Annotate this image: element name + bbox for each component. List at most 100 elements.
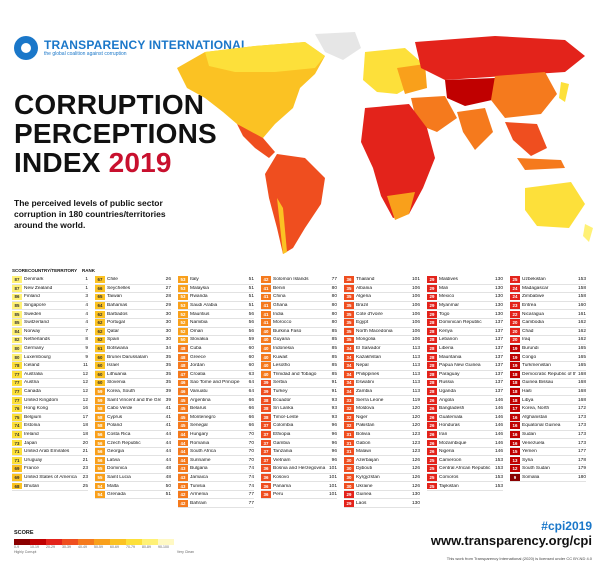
table-row: 37 Gambia 96: [261, 439, 337, 448]
country-cell: Norway: [24, 328, 41, 334]
score-cell: 30: [344, 482, 354, 490]
score-cell: 75: [12, 413, 22, 421]
table-row: 31 Gabon 123: [344, 439, 420, 448]
score-cell: 56: [95, 439, 105, 447]
country-cell: Belarus: [190, 406, 207, 412]
country-cell: Equatorial Guinea: [522, 423, 561, 429]
rank-cell: 70: [248, 440, 254, 446]
table-row: 16 Equatorial Guinea 173: [510, 422, 586, 431]
rank-cell: 66: [248, 423, 254, 429]
rank-cell: 74: [248, 474, 254, 480]
country-cell: Japan: [24, 440, 38, 446]
score-cell: 36: [261, 474, 271, 481]
score-cell: 24: [510, 293, 520, 301]
score-cell: 29: [427, 293, 437, 301]
country-cell: Dominican Republic: [439, 320, 482, 326]
table-row: 32 Pakistan 120: [344, 422, 420, 431]
table-row: 12 South Sudan 179: [510, 465, 586, 474]
rank-cell: 44: [165, 431, 171, 437]
table-row: 25 Tajikistan 153: [427, 482, 503, 491]
map-south-asia: [457, 108, 493, 150]
table-row: 53 Italy 51: [178, 276, 254, 285]
map-canada: [205, 42, 325, 72]
score-cell: 30: [344, 465, 354, 473]
country-cell: United States of America: [24, 474, 77, 480]
score-cell: 54: [95, 491, 105, 499]
score-cell: 34: [344, 345, 354, 352]
country-cell: Eswatini: [356, 380, 374, 386]
score-cell: 38: [261, 405, 271, 413]
score-cell: 18: [510, 388, 520, 395]
rank-cell: 101: [328, 466, 337, 472]
table-row: 50 Slovakia 59: [178, 336, 254, 345]
country-cell: Venezuela: [522, 440, 545, 446]
table-row: 87 Denmark 1: [12, 276, 88, 285]
country-cell: Pakistan: [356, 423, 375, 429]
score-cell: 60: [95, 362, 105, 370]
score-cell: 78: [12, 362, 22, 370]
table-row: 87 New Zealand 1: [12, 284, 88, 294]
country-cell: Kazakhstan: [356, 354, 382, 360]
table-row: 35 Albania 106: [344, 284, 420, 294]
table-row: 18 Libya 168: [510, 396, 586, 405]
country-cell: Cote d'Ivoire: [356, 311, 383, 317]
score-cell: 18: [510, 370, 520, 378]
table-row: 77 Australia 12: [12, 370, 88, 380]
logo-tagline: the global coalition against corruption: [44, 50, 127, 57]
table-row: 29 Guinea 130: [344, 491, 420, 500]
rank-cell: 30: [165, 320, 171, 326]
score-cell: 16: [510, 431, 520, 438]
table-row: 61 Botswana 34: [95, 345, 171, 354]
country-cell: Korea, South: [107, 389, 136, 395]
hashtag[interactable]: #cpi2019: [541, 519, 592, 533]
table-row: 26 Angola 146: [427, 396, 503, 405]
country-cell: Maldives: [439, 277, 458, 283]
country-cell: Laos: [356, 500, 367, 506]
table-row: 19 Burundi 165: [510, 345, 586, 354]
country-cell: Iceland: [24, 363, 40, 369]
country-cell: Latvia: [107, 457, 120, 463]
score-cell: 69: [12, 465, 22, 473]
legend-tick: 50-59: [94, 545, 103, 549]
ranking-column: 36 Thailand 101 35 Albania 106 35 Algeria 106 35 B…: [344, 276, 420, 509]
country-cell: Suriname: [190, 457, 211, 463]
rank-cell: 126: [411, 466, 420, 472]
table-row: 80 Luxembourg 9: [12, 353, 88, 362]
table-row: 26 Bangladesh 146: [427, 405, 503, 414]
website-link[interactable]: www.transparency.org/cpi: [430, 533, 592, 548]
score-cell: 35: [344, 284, 354, 292]
rank-cell: 173: [577, 431, 586, 437]
rank-cell: 16: [82, 406, 88, 412]
table-row: 28 Russia 137: [427, 379, 503, 388]
score-cell: 26: [427, 431, 437, 438]
rank-cell: 41: [165, 423, 171, 429]
rank-cell: 85: [331, 371, 337, 377]
ranking-column: 42 Solomon Islands 77 41 Benin 80 41 China 80 41 G…: [261, 276, 337, 500]
table-row: 58 Cyprus 41: [95, 413, 171, 423]
score-cell: 25: [427, 482, 437, 490]
rank-cell: 66: [248, 414, 254, 420]
score-cell: 25: [427, 456, 437, 464]
table-row: 36 Peru 101: [261, 491, 337, 500]
score-cell: 16: [510, 439, 520, 447]
table-row: 22 Nicaragua 161: [510, 310, 586, 319]
table-row: 56 Georgia 44: [95, 448, 171, 457]
rank-cell: 20: [82, 440, 88, 446]
score-cell: 35: [344, 336, 354, 344]
country-cell: Argentina: [190, 397, 211, 403]
rank-cell: 80: [331, 303, 337, 309]
score-cell: 36: [261, 491, 271, 499]
country-cell: Trinidad and Tobago: [273, 371, 317, 377]
rank-cell: 77: [248, 492, 254, 498]
table-row: 41 India 80: [261, 310, 337, 319]
rank-cell: 74: [248, 483, 254, 489]
country-cell: Uruguay: [24, 457, 43, 463]
table-row: 77 United Kingdom 12: [12, 396, 88, 405]
country-cell: Serbia: [273, 380, 287, 386]
rank-cell: 48: [165, 474, 171, 480]
table-row: 35 Brazil 106: [344, 302, 420, 311]
score-cell: 60: [95, 379, 105, 387]
rank-cell: 8: [85, 337, 88, 343]
table-row: 47 Croatia 63: [178, 370, 254, 380]
country-cell: Panama: [273, 483, 291, 489]
